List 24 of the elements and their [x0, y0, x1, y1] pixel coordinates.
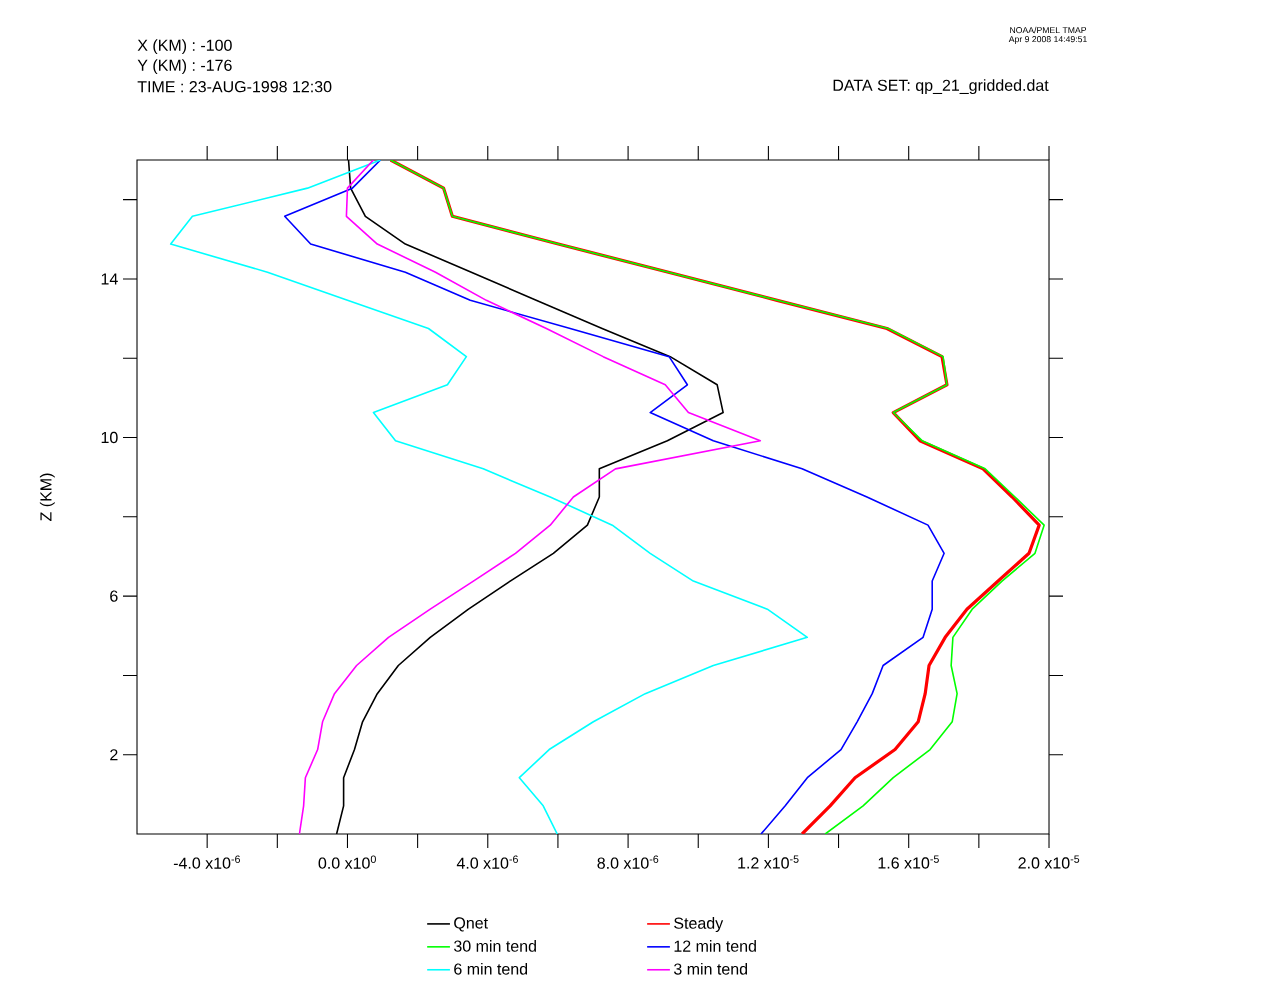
legend-label: 12 min tend: [674, 940, 756, 952]
legend-label: 3 min tend: [673, 962, 748, 975]
x-tick-label: -4.0 x10$^{-6}$: [173, 855, 240, 869]
legend-label: 6 min tend: [454, 962, 528, 975]
text: TIME : 23-AUG-1998 12:30: [137, 81, 332, 93]
text: Apr 9 2008 14:49:51: [1008, 36, 1087, 44]
text: X (KM) : -100: [137, 39, 232, 55]
x-tick-label: 4.0 x10$^{-6}$: [456, 855, 518, 869]
y-tick-label: 14: [101, 273, 118, 285]
y-tick-label: 10: [101, 431, 118, 444]
y-tick-label: 2: [110, 749, 118, 761]
x-tick-label: 1.6 x10$^{-5}$: [878, 855, 939, 869]
y-tick-label: 6: [110, 590, 118, 602]
x-tick-label: 8.0 x10$^{-6}$: [597, 855, 659, 869]
text: DATA SET: qp_21_gridded.dat: [833, 79, 1049, 95]
legend-label: 30 min tend: [454, 940, 536, 952]
legend-label: Steady: [674, 917, 724, 933]
x-tick-label: 0.0 x10$^{0}$: [318, 855, 376, 869]
x-tick-label: 2.0 x10$^{-5}$: [1018, 855, 1080, 869]
y-axis-title: Z (KM): [39, 473, 55, 521]
x-tick-label: 1.2 x10$^{-5}$: [738, 855, 799, 869]
text: NOAA/PMEL TMAP: [1010, 26, 1087, 34]
legend-label: Qnet: [454, 917, 488, 932]
text: Y (KM) : -176: [137, 59, 232, 75]
